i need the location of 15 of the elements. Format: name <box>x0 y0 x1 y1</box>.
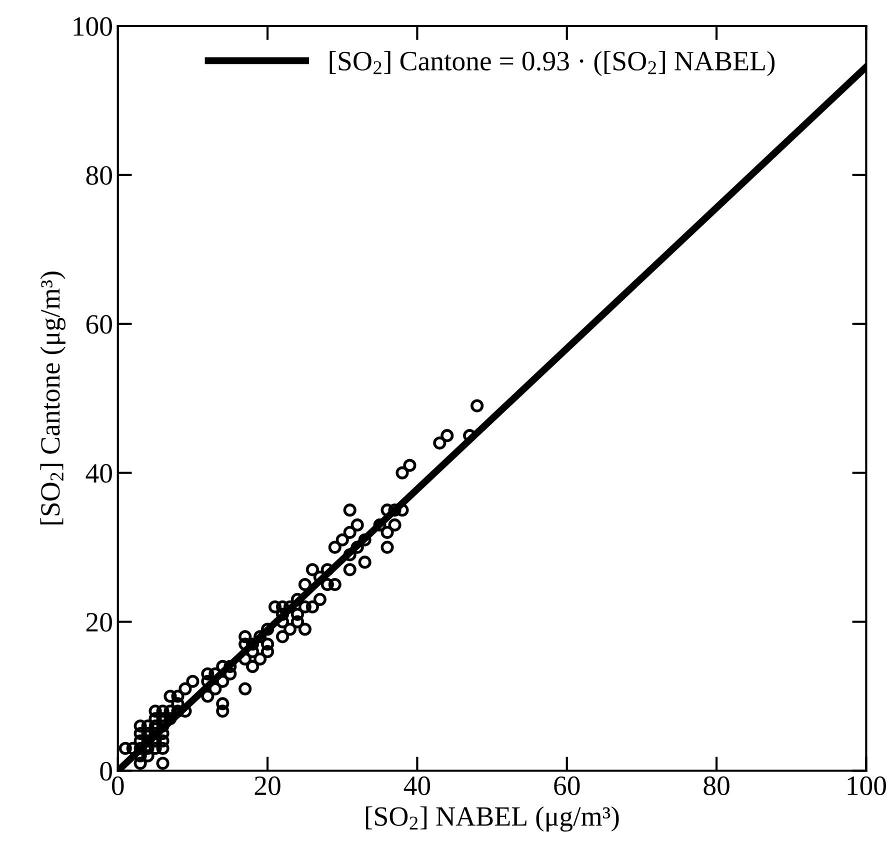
x-tick-label: 40 <box>404 776 430 796</box>
y-tick-label: 60 <box>86 315 112 334</box>
x-axis-title: [SO$_{2}$] NABEL (μg/m³) <box>366 806 619 832</box>
x-tick-label: 100 <box>848 776 886 796</box>
y-tick-label: 100 <box>74 17 112 36</box>
legend-label: [SO$_{2}$] Cantone = 0.93 · ([SO$_{2}$] NABEL) <box>330 50 775 76</box>
x-tick-label: 60 <box>554 776 580 796</box>
y-tick-label: 40 <box>86 464 112 483</box>
x-tick-label: 20 <box>254 776 280 796</box>
y-axis-title: [SO$_{2}$] Cantone (μg/m³) <box>40 272 66 524</box>
y-tick-label: 20 <box>86 612 112 632</box>
x-tick-label: 0 <box>112 776 124 796</box>
y-tick-label: 80 <box>86 166 112 185</box>
y-tick-label: 0 <box>100 762 112 781</box>
x-tick-label: 80 <box>704 776 730 796</box>
